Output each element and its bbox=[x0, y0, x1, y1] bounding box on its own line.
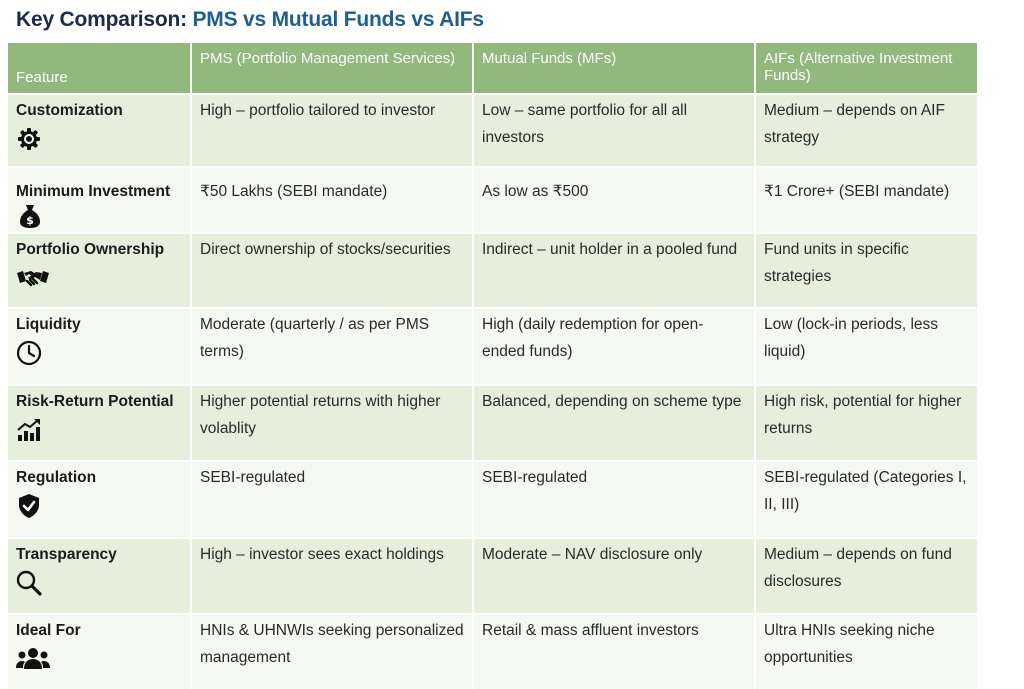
shield-check-icon bbox=[16, 493, 42, 519]
aif-cell: Medium – depends on AIF strategy bbox=[755, 93, 979, 167]
people-group-icon bbox=[16, 646, 50, 672]
page-title: Key Comparison: PMS vs Mutual Funds vs A… bbox=[16, 8, 484, 32]
feature-label: Transparency bbox=[16, 546, 117, 563]
feature-label: Ideal For bbox=[16, 622, 81, 639]
feature-label: Risk-Return Potential bbox=[16, 393, 174, 410]
table-row: Portfolio Ownership Direct ownership of … bbox=[8, 232, 979, 308]
feature-label: Regulation bbox=[16, 469, 97, 486]
mf-cell: Moderate – NAV disclosure only bbox=[473, 537, 756, 614]
magnifier-icon bbox=[16, 570, 42, 596]
title-highlight: PMS vs Mutual Funds vs AIFs bbox=[192, 8, 485, 31]
pms-cell: Direct ownership of stocks/securities bbox=[191, 232, 474, 308]
mf-cell: As low as ₹500 bbox=[473, 166, 756, 233]
pms-cell: High – investor sees exact holdings bbox=[191, 537, 474, 614]
table-row: Liquidity Moderate (quarterly / as per P… bbox=[8, 307, 979, 385]
feature-label: Customization bbox=[16, 102, 123, 119]
pms-cell: HNIs & UHNWIs seeking personalized manag… bbox=[191, 613, 474, 689]
table-row: Customization bbox=[8, 93, 979, 167]
table-row: Ideal For HNIs & UHNWIs seeking personal… bbox=[8, 613, 979, 689]
mf-cell: SEBI-regulated bbox=[473, 460, 756, 538]
feature-cell: Customization bbox=[8, 93, 192, 167]
handshake-icon bbox=[16, 265, 50, 291]
pms-cell: Moderate (quarterly / as per PMS terms) bbox=[191, 307, 474, 385]
pms-cell: ₹50 Lakhs (SEBI mandate) bbox=[191, 166, 474, 233]
feature-cell: Regulation bbox=[8, 460, 192, 538]
feature-label: Portfolio Ownership bbox=[16, 241, 165, 258]
comparison-table: Feature PMS (Portfolio Management Servic… bbox=[8, 43, 979, 689]
gear-icon bbox=[16, 126, 42, 152]
mf-cell: Retail & mass affluent investors bbox=[473, 613, 756, 689]
header-mutual-funds: Mutual Funds (MFs) bbox=[473, 43, 756, 94]
table-row: Transparency High – investor sees exact … bbox=[8, 537, 979, 614]
table-row: Regulation SEBI-regulated SEBI-regulated… bbox=[8, 460, 979, 538]
aif-cell: Medium – depends on fund disclosures bbox=[755, 537, 979, 614]
aif-cell: Fund units in specific strategies bbox=[755, 232, 979, 308]
table-row: Risk-Return Potential Higher potential r… bbox=[8, 384, 979, 461]
title-main: Key Comparison: bbox=[16, 8, 193, 31]
aif-cell: Low (lock-in periods, less liquid) bbox=[755, 307, 979, 385]
feature-cell: Liquidity bbox=[8, 307, 192, 385]
mf-cell: Low – same portfolio for all all investo… bbox=[473, 93, 756, 167]
aif-cell: ₹1 Crore+ (SEBI mandate) bbox=[755, 166, 979, 233]
mf-cell: Balanced, depending on scheme type bbox=[473, 384, 756, 461]
aif-cell: High risk, potential for higher returns bbox=[755, 384, 979, 461]
feature-cell: Minimum Investment $ bbox=[8, 166, 192, 233]
header-row: Feature PMS (Portfolio Management Servic… bbox=[8, 43, 979, 94]
aif-cell: Ultra HNIs seeking niche opportunities bbox=[755, 613, 979, 689]
clock-icon bbox=[16, 340, 42, 366]
table-row: Minimum Investment $ ₹50 Lakhs (SEBI man… bbox=[8, 166, 979, 233]
header-feature: Feature bbox=[8, 43, 192, 94]
aif-cell: SEBI-regulated (Categories I, II, III) bbox=[755, 460, 979, 538]
mf-cell: Indirect – unit holder in a pooled fund bbox=[473, 232, 756, 308]
pms-cell: Higher potential returns with higher vol… bbox=[191, 384, 474, 461]
feature-cell: Ideal For bbox=[8, 613, 192, 689]
growth-chart-icon bbox=[16, 417, 42, 443]
money-bag-icon: $ bbox=[18, 203, 44, 229]
svg-text:$: $ bbox=[26, 214, 34, 227]
feature-cell: Risk-Return Potential bbox=[8, 384, 192, 461]
feature-cell: Portfolio Ownership bbox=[8, 232, 192, 308]
feature-label: Liquidity bbox=[16, 316, 81, 333]
pms-cell: SEBI-regulated bbox=[191, 460, 474, 538]
header-pms: PMS (Portfolio Management Services) bbox=[191, 43, 474, 94]
pms-cell: High – portfolio tailored to investor bbox=[191, 93, 474, 167]
feature-cell: Transparency bbox=[8, 537, 192, 614]
mf-cell: High (daily redemption for open-ended fu… bbox=[473, 307, 756, 385]
feature-label: Minimum Investment bbox=[16, 183, 171, 200]
header-aifs: AIFs (Alternative Investment Funds) bbox=[755, 43, 979, 94]
